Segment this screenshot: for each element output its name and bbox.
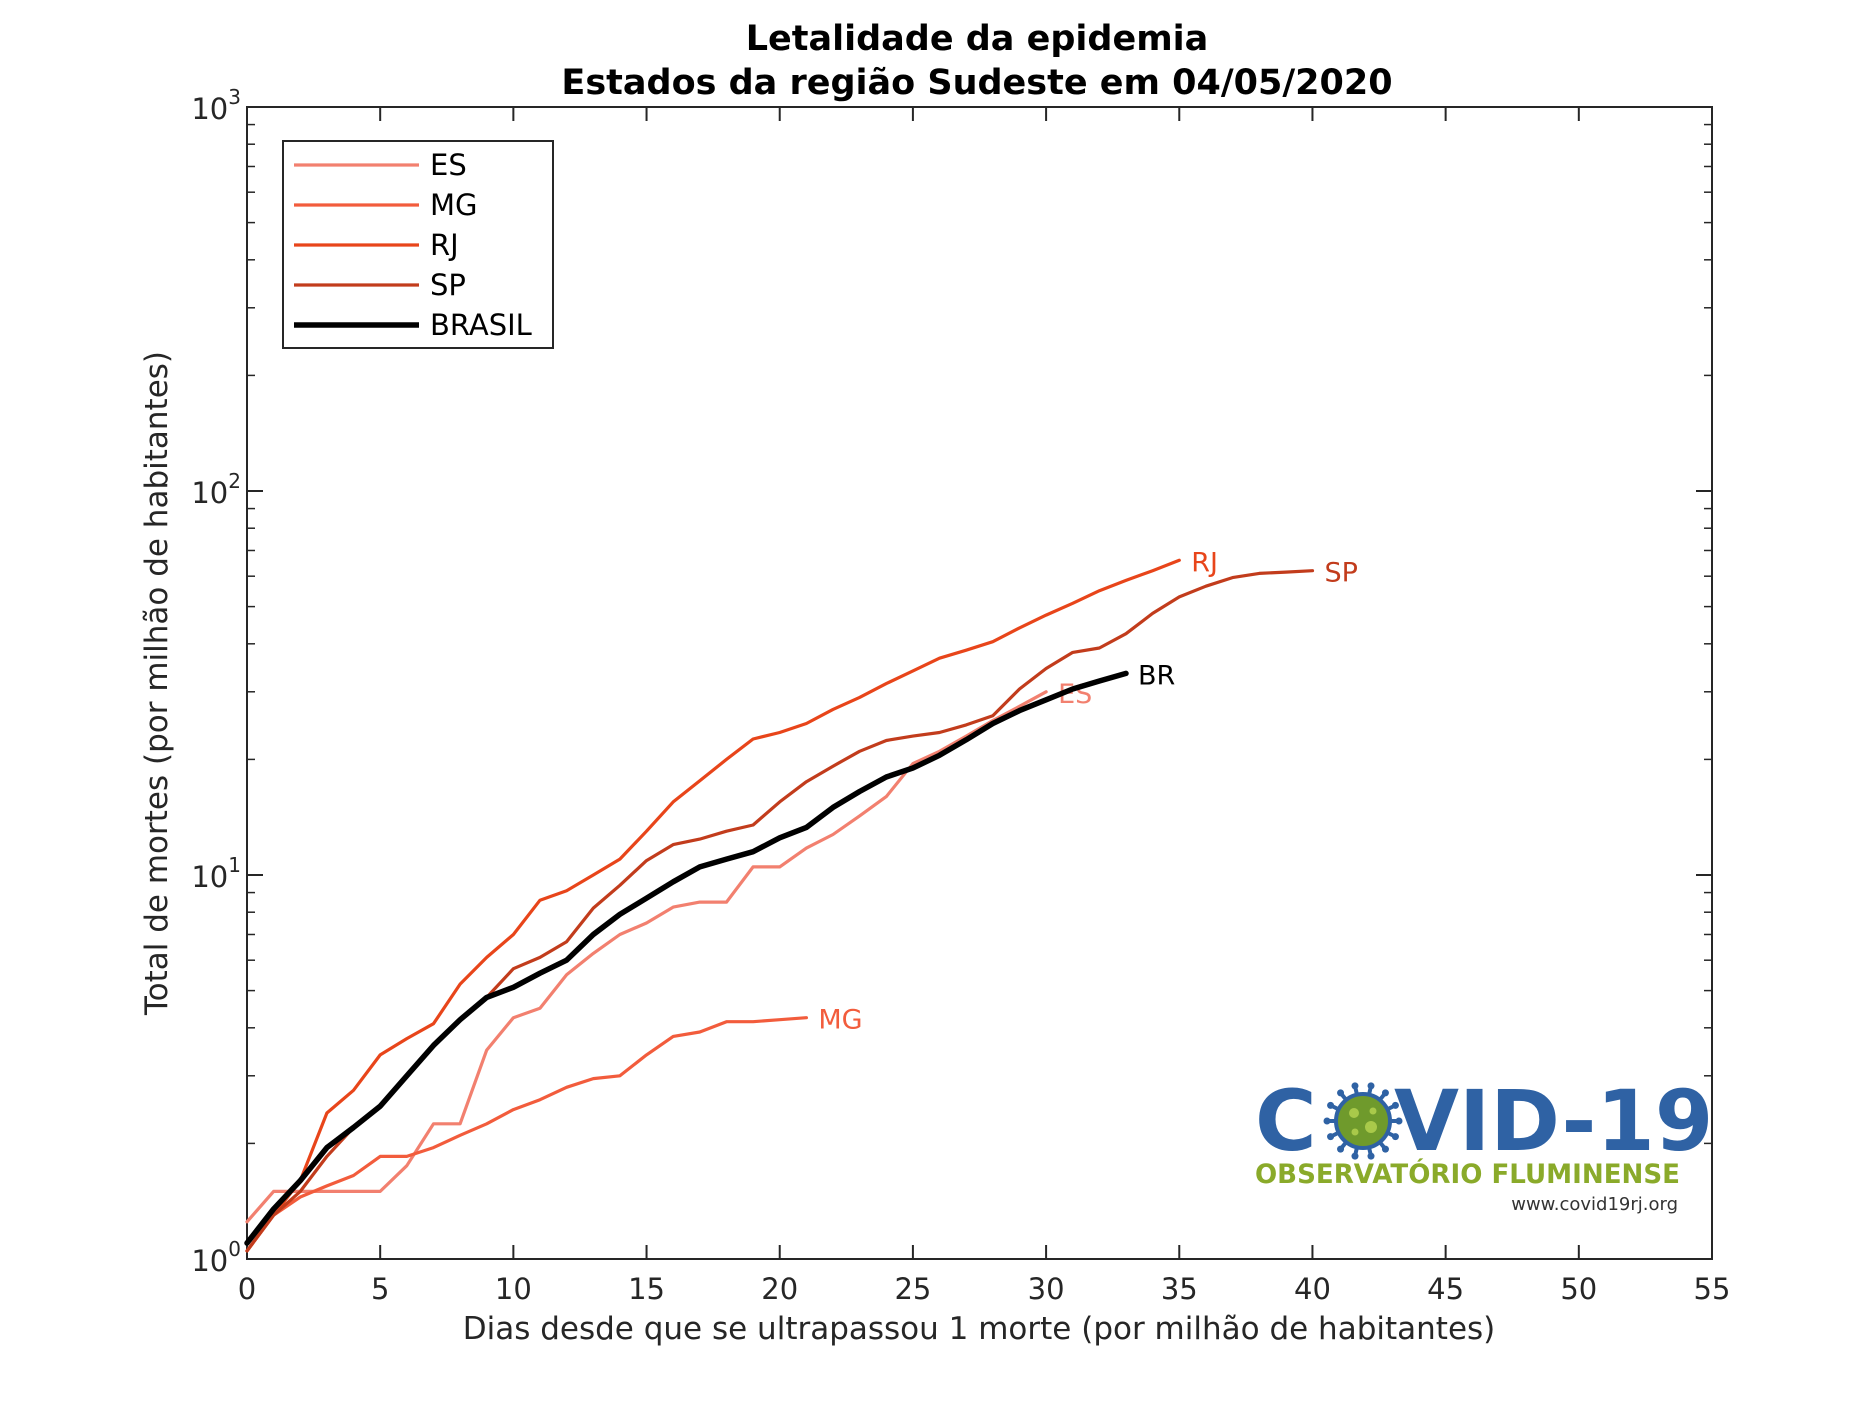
series-line-es [245,690,1048,1224]
y-tick-label: 102 [191,469,241,510]
legend-label-rj: RJ [430,228,459,262]
virus-spike-tip [1381,1145,1389,1153]
logo-subtitle: OBSERVATÓRIO FLUMINENSE [1255,1158,1680,1190]
virus-spike-tip [1351,1082,1359,1090]
axis-ticks [246,106,1713,1260]
logo-url: www.covid19rj.org [1511,1194,1678,1215]
series-end-label-sp: SP [1324,558,1357,589]
chart-title: Letalidade da epidemia [746,19,1209,59]
x-tick-label: 0 [238,1272,256,1306]
y-tick-label: 101 [191,853,241,894]
virus-spike-tip [1351,1152,1359,1160]
virus-spike-tip [1367,1082,1375,1090]
x-tick-label: 10 [495,1272,532,1306]
y-axis-label: Total de mortes (por milhão de habitante… [139,351,175,1016]
x-tick-label: 30 [1028,1272,1065,1306]
legend-label-sp: SP [430,268,466,302]
x-tick-label: 5 [371,1272,389,1306]
virus-spike-tip [1391,1133,1399,1141]
series-end-label-mg: MG [818,1005,862,1036]
x-tick-label: 50 [1560,1272,1597,1306]
x-tick-label: 25 [894,1272,931,1306]
y-tick-label: 100 [191,1237,241,1278]
legend: ES MG RJ SP BRASIL [282,140,554,349]
virus-spike-tip [1327,1133,1335,1141]
logo-text-c: C [1255,1072,1317,1170]
x-tick-label: 35 [1161,1272,1198,1306]
virus-spike-tip [1323,1117,1331,1125]
virus-spike-tip [1395,1117,1403,1125]
x-axis-label: Dias desde que se ultrapassou 1 morte (p… [463,1311,1496,1347]
virus-spike-tip [1337,1089,1345,1097]
legend-label-brasil: BRASIL [430,308,532,342]
virus-spike-tip [1327,1101,1335,1109]
virus-icon [1323,1082,1403,1160]
logo-text-vid19: VID-19 [1394,1072,1713,1170]
series-line-brasil [244,670,1129,1246]
covid19-logo: C VID-19 OBSERVATÓRIO FLUMINENSE www.cov… [1255,1072,1713,1215]
tick-labels: 0 5 10 15 20 25 30 35 40 45 50 55 100 101 102 103 [191,85,1730,1306]
series-line-rj [245,558,1181,1253]
x-tick-label: 55 [1694,1272,1731,1306]
series-end-label-rj: RJ [1191,547,1218,578]
virus-spike-tip [1381,1089,1389,1097]
series-end-label-brasil: BR [1138,660,1175,691]
x-tick-label: 15 [628,1272,665,1306]
virus-spike-tip [1391,1101,1399,1109]
x-tick-label: 20 [761,1272,798,1306]
virus-spike-tip [1367,1152,1375,1160]
series-line-mg [245,1016,809,1253]
legend-label-es: ES [430,148,467,182]
y-tick-label: 103 [191,85,241,126]
x-tick-label: 40 [1294,1272,1331,1306]
virus-spike-tip [1337,1145,1345,1153]
chart-subtitle: Estados da região Sudeste em 04/05/2020 [561,63,1392,103]
x-tick-label: 45 [1427,1272,1464,1306]
legend-label-mg: MG [430,188,478,222]
